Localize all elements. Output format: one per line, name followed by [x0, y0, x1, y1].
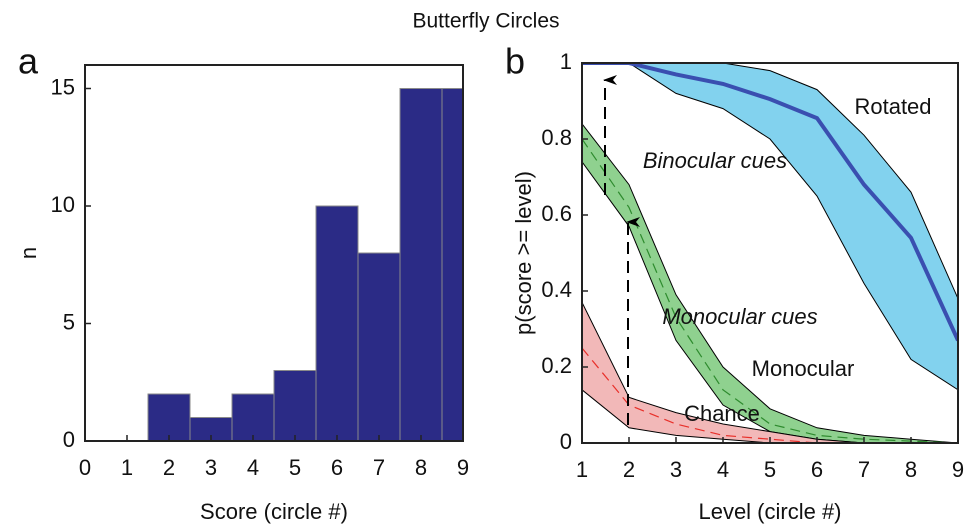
confidence-band: [582, 122, 958, 443]
x-tick-label: 7: [858, 457, 870, 482]
annotation: Binocular cues: [643, 148, 787, 173]
bar: [273, 370, 317, 441]
figure-title: Butterfly Circles: [412, 10, 559, 33]
y-tick-label: 0.8: [541, 125, 572, 150]
mean-line: [582, 63, 958, 342]
confidence-band: [582, 302, 958, 443]
y-tick-label: 0.4: [541, 277, 572, 302]
series-label: Rotated: [854, 94, 931, 119]
x-tick-label: 4: [247, 455, 259, 480]
x-tick-label: 1: [576, 457, 588, 482]
x-tick-label: 2: [163, 455, 175, 480]
curves: [582, 63, 958, 443]
y-tick-label: 15: [51, 74, 75, 99]
x-axis-label: Score (circle #): [200, 499, 348, 524]
series-label: Monocular: [752, 356, 855, 381]
bars: [147, 88, 463, 441]
bar: [315, 205, 359, 441]
x-tick-label: 1: [121, 455, 133, 480]
panel-letter: b: [505, 41, 525, 82]
y-tick-label: 1: [560, 49, 572, 74]
x-tick-label: 0: [79, 455, 91, 480]
x-tick-label: 4: [717, 457, 729, 482]
x-tick-label: 7: [373, 455, 385, 480]
panel-letter: a: [18, 41, 39, 82]
y-axis-label: n: [16, 247, 41, 259]
x-tick-label: 8: [415, 455, 427, 480]
x-tick-label: 6: [331, 455, 343, 480]
x-tick-label: 5: [289, 455, 301, 480]
bar: [441, 88, 463, 441]
plot-frame: [84, 64, 464, 442]
bar: [231, 393, 275, 441]
x-axis-label: Level (circle #): [698, 499, 841, 524]
x-tick-label: 3: [205, 455, 217, 480]
y-tick-label: 0: [560, 429, 572, 454]
mean-line: [582, 138, 958, 443]
series-label: Chance: [684, 401, 760, 426]
y-tick-label: 0.6: [541, 201, 572, 226]
x-tick-label: 6: [811, 457, 823, 482]
x-tick-label: 9: [457, 455, 469, 480]
bar: [399, 88, 443, 441]
confidence-band: [582, 63, 958, 391]
x-tick-label: 9: [952, 457, 964, 482]
y-tick-label: 10: [51, 192, 75, 217]
bar: [147, 393, 191, 441]
y-tick-label: 0.2: [541, 353, 572, 378]
y-axis-label: p(score >= level): [511, 171, 536, 335]
x-tick-label: 2: [623, 457, 635, 482]
x-tick-label: 8: [905, 457, 917, 482]
y-tick-label: 0: [63, 427, 75, 452]
y-tick-label: 5: [63, 309, 75, 334]
annotation: Monocular cues: [662, 304, 817, 329]
x-tick-label: 3: [670, 457, 682, 482]
x-tick-label: 5: [764, 457, 776, 482]
bar: [357, 252, 401, 441]
